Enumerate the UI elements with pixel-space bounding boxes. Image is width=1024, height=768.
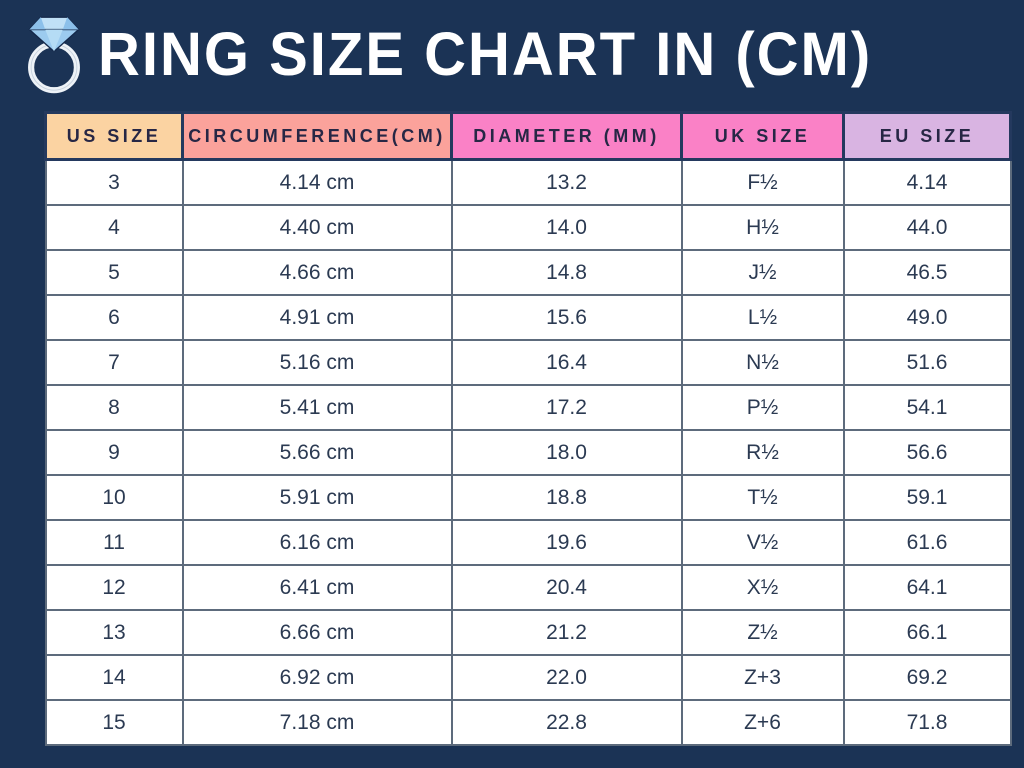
table-cell: 5.16 cm	[181, 339, 453, 386]
table-cell: 5.41 cm	[181, 384, 453, 431]
table-row: 12 6.41 cm 20.4 X½ 64.1	[44, 564, 1012, 611]
table-cell: L½	[680, 294, 845, 341]
table-row: 10 5.91 cm 18.8 T½ 59.1	[44, 474, 1012, 521]
table-cell: 6	[44, 294, 184, 341]
column-header-uk-size: UK SIZE	[680, 111, 845, 161]
table-cell: 5	[44, 249, 184, 296]
table-cell: 56.6	[842, 429, 1012, 476]
table-row: 15 7.18 cm 22.8 Z+6 71.8	[44, 699, 1012, 746]
table-cell: 6.66 cm	[181, 609, 453, 656]
table-cell: 69.2	[842, 654, 1012, 701]
ring-size-table: US SIZE CIRCUMFERENCE(CM) DIAMETER (MM) …	[44, 111, 1012, 746]
table-row: 13 6.66 cm 21.2 Z½ 66.1	[44, 609, 1012, 656]
table-cell: 22.8	[450, 699, 683, 746]
table-cell: 61.6	[842, 519, 1012, 566]
table-cell: 18.8	[450, 474, 683, 521]
table-row: 8 5.41 cm 17.2 P½ 54.1	[44, 384, 1012, 431]
table-cell: T½	[680, 474, 845, 521]
table-row: 6 4.91 cm 15.6 L½ 49.0	[44, 294, 1012, 341]
table-cell: 46.5	[842, 249, 1012, 296]
table-cell: 8	[44, 384, 184, 431]
table-cell: 51.6	[842, 339, 1012, 386]
table-cell: 20.4	[450, 564, 683, 611]
table-cell: 10	[44, 474, 184, 521]
column-header-eu-size: EU SIZE	[842, 111, 1012, 161]
table-cell: 5.66 cm	[181, 429, 453, 476]
table-cell: 13.2	[450, 158, 683, 206]
table-cell: F½	[680, 158, 845, 206]
table-cell: 12	[44, 564, 184, 611]
table-cell: 11	[44, 519, 184, 566]
table-cell: R½	[680, 429, 845, 476]
table-cell: 4	[44, 204, 184, 251]
table-cell: 15.6	[450, 294, 683, 341]
header-row: US SIZE CIRCUMFERENCE(CM) DIAMETER (MM) …	[44, 111, 1012, 161]
table-cell: 4.14 cm	[181, 158, 453, 206]
table-cell: 4.40 cm	[181, 204, 453, 251]
table-cell: P½	[680, 384, 845, 431]
table-row: 14 6.92 cm 22.0 Z+3 69.2	[44, 654, 1012, 701]
table-cell: 54.1	[842, 384, 1012, 431]
table-cell: 6.92 cm	[181, 654, 453, 701]
table-cell: 4.14	[842, 158, 1012, 206]
table-cell: Z+3	[680, 654, 845, 701]
column-header-us-size: US SIZE	[44, 111, 184, 161]
table-cell: Z+6	[680, 699, 845, 746]
column-header-circumference: CIRCUMFERENCE(CM)	[181, 111, 453, 161]
table-cell: 7	[44, 339, 184, 386]
table-cell: 21.2	[450, 609, 683, 656]
table-cell: H½	[680, 204, 845, 251]
table-cell: 59.1	[842, 474, 1012, 521]
table-row: 4 4.40 cm 14.0 H½ 44.0	[44, 204, 1012, 251]
table-row: 7 5.16 cm 16.4 N½ 51.6	[44, 339, 1012, 386]
header: RING SIZE CHART IN (CM)	[0, 5, 1024, 105]
table-cell: 4.66 cm	[181, 249, 453, 296]
table-cell: 13	[44, 609, 184, 656]
table-row: 5 4.66 cm 14.8 J½ 46.5	[44, 249, 1012, 296]
table-row: 11 6.16 cm 19.6 V½ 61.6	[44, 519, 1012, 566]
table-cell: 71.8	[842, 699, 1012, 746]
table-row: 3 4.14 cm 13.2 F½ 4.14	[44, 158, 1012, 206]
table-cell: J½	[680, 249, 845, 296]
page-title: RING SIZE CHART IN (CM)	[98, 20, 873, 89]
table-cell: 3	[44, 158, 184, 206]
table-cell: 9	[44, 429, 184, 476]
table-cell: 19.6	[450, 519, 683, 566]
table-row: 9 5.66 cm 18.0 R½ 56.6	[44, 429, 1012, 476]
table-header: US SIZE CIRCUMFERENCE(CM) DIAMETER (MM) …	[44, 111, 1012, 161]
table-cell: 16.4	[450, 339, 683, 386]
table-cell: 18.0	[450, 429, 683, 476]
table-cell: 44.0	[842, 204, 1012, 251]
table-cell: 6.41 cm	[181, 564, 453, 611]
table-cell: 5.91 cm	[181, 474, 453, 521]
table-body: 3 4.14 cm 13.2 F½ 4.14 4 4.40 cm 14.0 H½ 44.0 5 4.6…	[44, 158, 1012, 746]
table-cell: X½	[680, 564, 845, 611]
table-cell: 22.0	[450, 654, 683, 701]
table-cell: 6.16 cm	[181, 519, 453, 566]
table-cell: Z½	[680, 609, 845, 656]
table-cell: 64.1	[842, 564, 1012, 611]
table-cell: 66.1	[842, 609, 1012, 656]
table-cell: 14	[44, 654, 184, 701]
table-cell: 15	[44, 699, 184, 746]
table-cell: 4.91 cm	[181, 294, 453, 341]
table-cell: 14.8	[450, 249, 683, 296]
table-cell: 7.18 cm	[181, 699, 453, 746]
table-cell: N½	[680, 339, 845, 386]
column-header-diameter: DIAMETER (MM)	[450, 111, 683, 161]
diamond-ring-icon	[10, 9, 98, 101]
table-cell: 17.2	[450, 384, 683, 431]
table-cell: 14.0	[450, 204, 683, 251]
table-cell: 49.0	[842, 294, 1012, 341]
table-cell: V½	[680, 519, 845, 566]
